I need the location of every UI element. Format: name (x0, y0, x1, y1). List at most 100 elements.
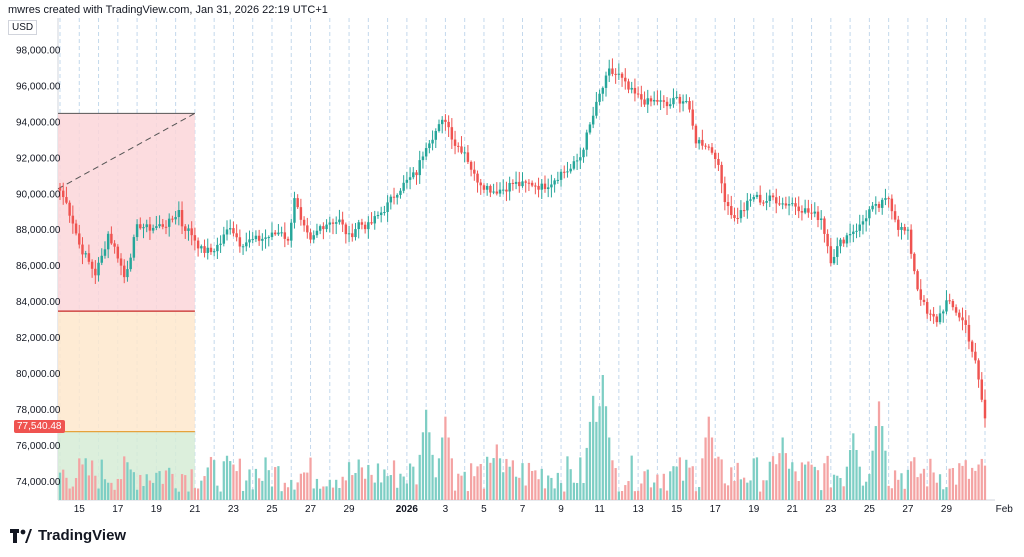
tradingview-logo[interactable]: TradingView (10, 527, 126, 544)
volume-bar (116, 478, 119, 500)
volume-bar (983, 465, 987, 500)
x-tick-label: 23 (825, 504, 837, 515)
volume-bar (848, 450, 852, 500)
volume-bar (797, 480, 800, 500)
y-tick-label: 96,000.00 (16, 81, 61, 92)
candle-body (187, 228, 190, 231)
volume-bar (588, 421, 592, 500)
y-tick-label: 76,000.00 (16, 441, 61, 452)
volume-bar (945, 487, 948, 500)
candle-body (746, 200, 749, 211)
candle-body (203, 246, 206, 253)
candle-body (264, 237, 267, 239)
volume-bar (309, 457, 312, 500)
candle-body (643, 99, 646, 105)
candle-body (408, 177, 412, 180)
volume-bar (579, 457, 582, 500)
volume-bar (547, 475, 550, 500)
volume-bar (376, 463, 380, 500)
candle-body (688, 101, 691, 110)
candle-body (778, 203, 781, 205)
candle-body (781, 203, 784, 205)
candle-body (958, 312, 961, 318)
candle-body (273, 232, 277, 235)
candle-body (331, 222, 335, 224)
candle-body (877, 204, 881, 208)
candle-body (460, 146, 463, 153)
volume-bar (736, 462, 739, 500)
candle-body (325, 224, 328, 230)
candle-body (357, 222, 360, 230)
volume-bar (916, 477, 919, 500)
volume-bar (347, 462, 351, 500)
volume-bar (258, 478, 261, 500)
volume-bar (948, 468, 951, 500)
volume-bar (498, 458, 502, 500)
grid-lines (57, 18, 995, 501)
zone-orange (58, 311, 195, 432)
volume-bar (531, 470, 534, 500)
candle-body (579, 157, 582, 161)
candle-body (620, 73, 624, 78)
candle-body (511, 182, 515, 184)
volume-bar (399, 473, 402, 500)
candle-body (807, 208, 810, 213)
volume-bar (155, 472, 158, 500)
candle-body (457, 145, 460, 147)
volume-bar (168, 467, 171, 500)
volume-bar (280, 491, 283, 500)
candle-body (180, 210, 184, 227)
volume-bar (787, 468, 791, 500)
volume-bar (431, 454, 434, 500)
candle-body (636, 93, 640, 95)
volume-bar (672, 466, 675, 500)
volume-bar (733, 480, 736, 500)
candle-body (100, 255, 103, 263)
volume-bar (184, 475, 187, 500)
candle-body (309, 232, 312, 240)
candle-body (257, 235, 261, 241)
volume-bars (58, 375, 987, 500)
candle-body (755, 194, 759, 197)
candle-body (845, 235, 849, 244)
candle-body (736, 218, 739, 220)
candle-body (685, 101, 688, 103)
volume-bar (704, 437, 707, 500)
candle-body (595, 101, 598, 116)
volume-bar (277, 466, 280, 500)
volume-bar (161, 483, 164, 500)
volume-bar (177, 491, 180, 500)
candle-body (534, 185, 537, 187)
volume-bar (746, 482, 749, 500)
candle-body (530, 182, 534, 186)
candle-body (129, 257, 132, 270)
volume-bar (119, 479, 123, 500)
trend-line-dashed (57, 112, 196, 190)
volume-bar (81, 464, 84, 500)
candle-body (139, 224, 142, 229)
candle-body (887, 198, 890, 200)
candle-body (306, 225, 309, 233)
candle-body (527, 182, 531, 184)
candle-body (672, 97, 675, 105)
candle-body (717, 158, 720, 165)
volume-bar (203, 476, 206, 500)
volume-bar (254, 468, 258, 500)
candle-body (713, 152, 717, 159)
candle-body (318, 226, 322, 231)
candle-body (765, 200, 768, 203)
volume-bar (283, 482, 286, 500)
candle-body (315, 230, 319, 236)
volume-bar (187, 491, 190, 500)
candle-body (598, 93, 601, 102)
candle-body (556, 179, 560, 181)
volume-bar (810, 464, 813, 500)
candle-body (749, 199, 752, 201)
candle-body (389, 196, 393, 203)
volume-bar (749, 480, 752, 500)
candle-body (823, 218, 826, 234)
candle-body (630, 87, 633, 90)
x-tick-label: 11 (594, 504, 605, 515)
volume-bar (232, 464, 235, 500)
